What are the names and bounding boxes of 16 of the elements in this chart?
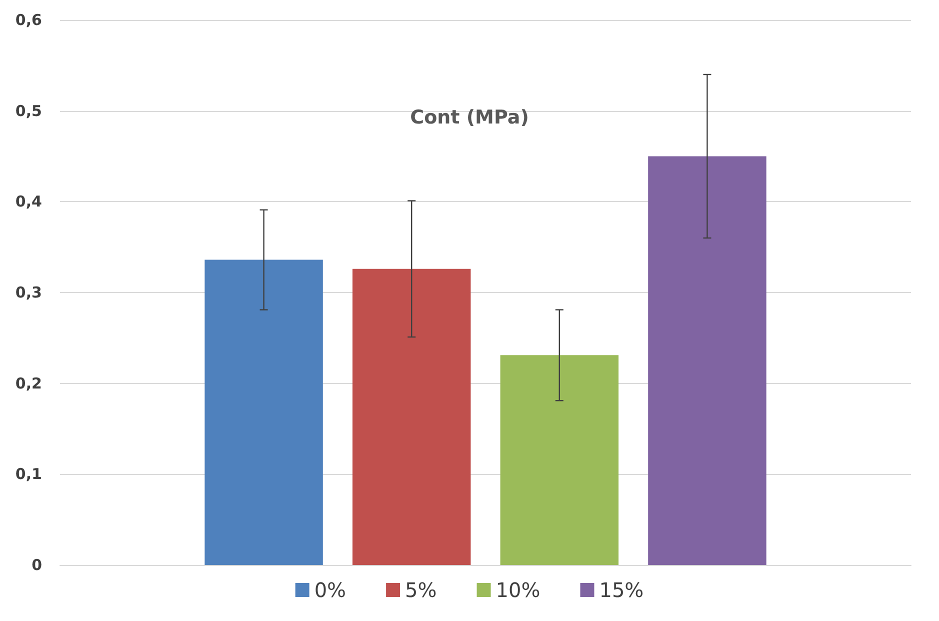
y-tick-label: 0,1 [15,465,42,484]
y-tick-label: 0 [32,556,42,574]
bar [204,260,323,565]
y-tick-label: 0,3 [15,284,42,302]
y-tick-label: 0,5 [15,102,42,120]
legend-label: 0% [314,578,346,602]
bar [648,156,766,565]
legend-label: 5% [405,578,437,602]
y-tick-label: 0,4 [15,192,42,211]
legend-label: 10% [496,578,540,602]
bar [352,268,471,565]
legend-label: 15% [599,578,644,602]
y-tick-label: 0,6 [15,11,42,29]
bar [500,355,619,565]
y-tick-label: 0,2 [15,374,42,392]
text: Cont (MPa) [410,106,529,128]
